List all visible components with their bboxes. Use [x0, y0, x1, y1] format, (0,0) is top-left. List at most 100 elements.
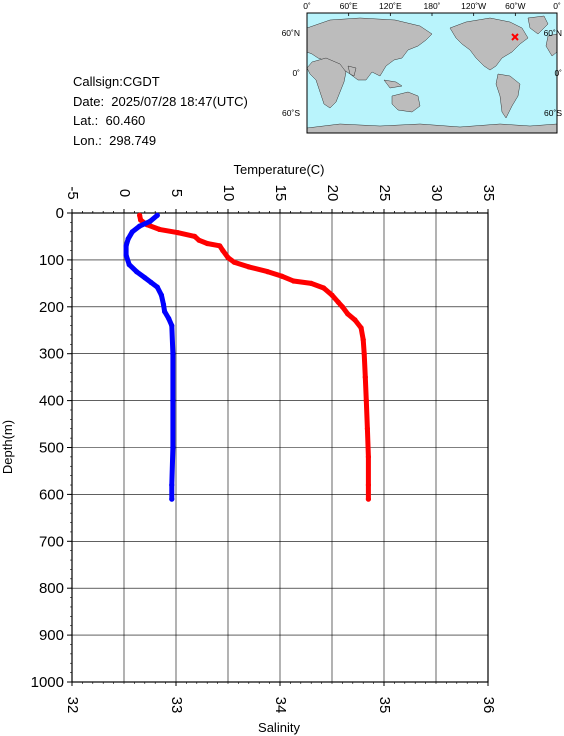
temperature-tick-label: -5 [64, 186, 81, 199]
temperature-profile-point [365, 496, 371, 502]
temperature-axis-title: Temperature(C) [233, 162, 324, 177]
map-longitude-label: 0˚ [553, 1, 561, 11]
date-text: Date: 2025/07/28 18:47(UTC) [73, 93, 248, 109]
temperature-profile-point [225, 255, 231, 261]
map-latitude-label-right: 0˚ [554, 68, 562, 78]
callsign-text: Callsign:CGDT [73, 74, 160, 89]
map-latitude-label: 0˚ [292, 68, 300, 78]
salinity-profile-point [166, 315, 172, 322]
temperature-profile-point [363, 398, 369, 404]
salinity-tick-label: 34 [272, 697, 289, 714]
salinity-profile-point [148, 279, 154, 285]
salinity-profile-point [125, 236, 131, 242]
cast-info: Callsign:CGDT Date: 2025/07/28 18:47(UTC… [73, 72, 248, 150]
temperature-profile-point [365, 482, 371, 488]
temperature-profile-point [329, 292, 335, 298]
salinity-profile-point [147, 218, 153, 224]
temperature-tick-label: 20 [324, 185, 341, 202]
salinity-profile-line [123, 212, 176, 502]
temperature-profile-point [137, 212, 143, 218]
salinity-tick-label: 36 [480, 697, 497, 714]
salinity-profile-point [160, 301, 167, 308]
temperature-profile-point [246, 264, 252, 270]
salinity-tick-labels: 32 33 34 35 36 [64, 697, 497, 714]
minor-ticks [67, 209, 489, 686]
temperature-profile-point [279, 273, 285, 279]
map-latitude-label-right: 60˚S [544, 108, 562, 118]
temperature-profile-point [138, 217, 144, 223]
temperature-profile-point [360, 337, 366, 343]
temperature-profile-point [345, 311, 351, 317]
profile-chart: -5 0 5 10 15 20 25 30 35 32 33 34 35 36 010020030040… [0, 162, 497, 735]
map-longitude-label: 60˚E [340, 1, 358, 11]
depth-tick-label: 400 [39, 393, 64, 410]
temperature-profile-point [364, 426, 370, 432]
salinity-axis-title: Salinity [258, 720, 300, 735]
temperature-tick-label: 30 [428, 185, 445, 202]
salinity-profile-point [154, 284, 160, 290]
temperature-profile-point [220, 247, 226, 254]
depth-tick-label: 0 [56, 205, 64, 222]
map-latitude-ticks: 60˚N 60˚N 0˚ 0˚ 60˚S 60˚S [282, 28, 563, 118]
depth-axis-title: Depth(m) [0, 420, 15, 474]
map-land [306, 15, 558, 134]
temperature-profile-point [175, 230, 181, 236]
salinity-tick-label: 33 [168, 697, 185, 714]
depth-tick-label: 700 [39, 533, 64, 550]
depth-tick-label: 200 [39, 299, 64, 316]
depth-tick-label: 300 [39, 346, 64, 363]
temperature-profile-point [204, 240, 210, 247]
depth-tick-labels: 0 100 200 300 400 500 600 700 800 900 1000 [31, 205, 64, 691]
temperature-profile-point [352, 317, 358, 323]
temperature-profile-point [321, 285, 327, 291]
salinity-tick-label: 32 [64, 697, 81, 714]
map-longitude-label: 120˚E [379, 1, 402, 11]
salinity-profile-point [129, 229, 135, 235]
map-longitude-ticks: 0˚ 60˚E 120˚E 180˚ 120˚W 60˚W 0˚ [303, 1, 561, 16]
map-latitude-label: 60˚N [282, 28, 300, 38]
temperature-profile-point [335, 299, 341, 305]
depth-tick-label: 600 [39, 486, 64, 503]
map-latitude-label: 60˚S [282, 108, 300, 118]
depth-tick-label: 800 [39, 580, 64, 597]
temperature-tick-label: 10 [220, 185, 237, 202]
depth-tick-label: 100 [39, 252, 64, 269]
salinity-profile-point [170, 351, 176, 357]
depth-tick-label: 500 [39, 440, 64, 457]
salinity-profile-point [154, 212, 160, 218]
salinity-profile-point [170, 398, 176, 404]
temperature-profile-point [365, 454, 371, 460]
salinity-profile-point [169, 323, 175, 329]
salinity-profile-point [169, 496, 175, 502]
map-longitude-label: 0˚ [303, 1, 311, 11]
temperature-profile-point [339, 304, 345, 310]
map-longitude-label: 60˚W [505, 1, 525, 11]
map-latitude-label-right: 60˚N [544, 28, 562, 38]
latitude-text: Lat.: 60.460 [73, 113, 146, 129]
salinity-profile-point [133, 269, 140, 275]
temperature-tick-label: 0 [116, 189, 133, 197]
salinity-profile-point [170, 444, 176, 451]
salinity-profile-point [169, 482, 175, 488]
temperature-tick-label: 15 [272, 185, 289, 202]
chart-grid [71, 212, 489, 683]
temperature-tick-label: 35 [480, 185, 497, 202]
depth-tick-label: 900 [39, 627, 64, 644]
temperature-tick-labels: -5 0 5 10 15 20 25 30 35 [64, 185, 497, 202]
world-map: 0˚ 60˚E 120˚E 180˚ 120˚W 60˚W 0˚ 60˚N 60˚N0˚ 0˚6… [282, 1, 563, 134]
profile-series [123, 212, 371, 502]
salinity-profile-point [123, 243, 129, 249]
salinity-profile-point [158, 292, 164, 298]
temperature-profile-point [308, 280, 314, 286]
temperature-profile-point [192, 233, 198, 239]
salinity-profile-point [126, 262, 132, 268]
temperature-tick-label: 25 [376, 185, 393, 202]
temperature-profile-point [358, 325, 364, 331]
salinity-tick-label: 35 [376, 697, 393, 714]
salinity-profile-point [123, 252, 129, 258]
map-longitude-label: 120˚W [461, 1, 486, 11]
longitude-text: Lon.: 298.749 [73, 132, 157, 148]
temperature-profile-point [264, 269, 271, 275]
temperature-profile-point [231, 259, 237, 265]
